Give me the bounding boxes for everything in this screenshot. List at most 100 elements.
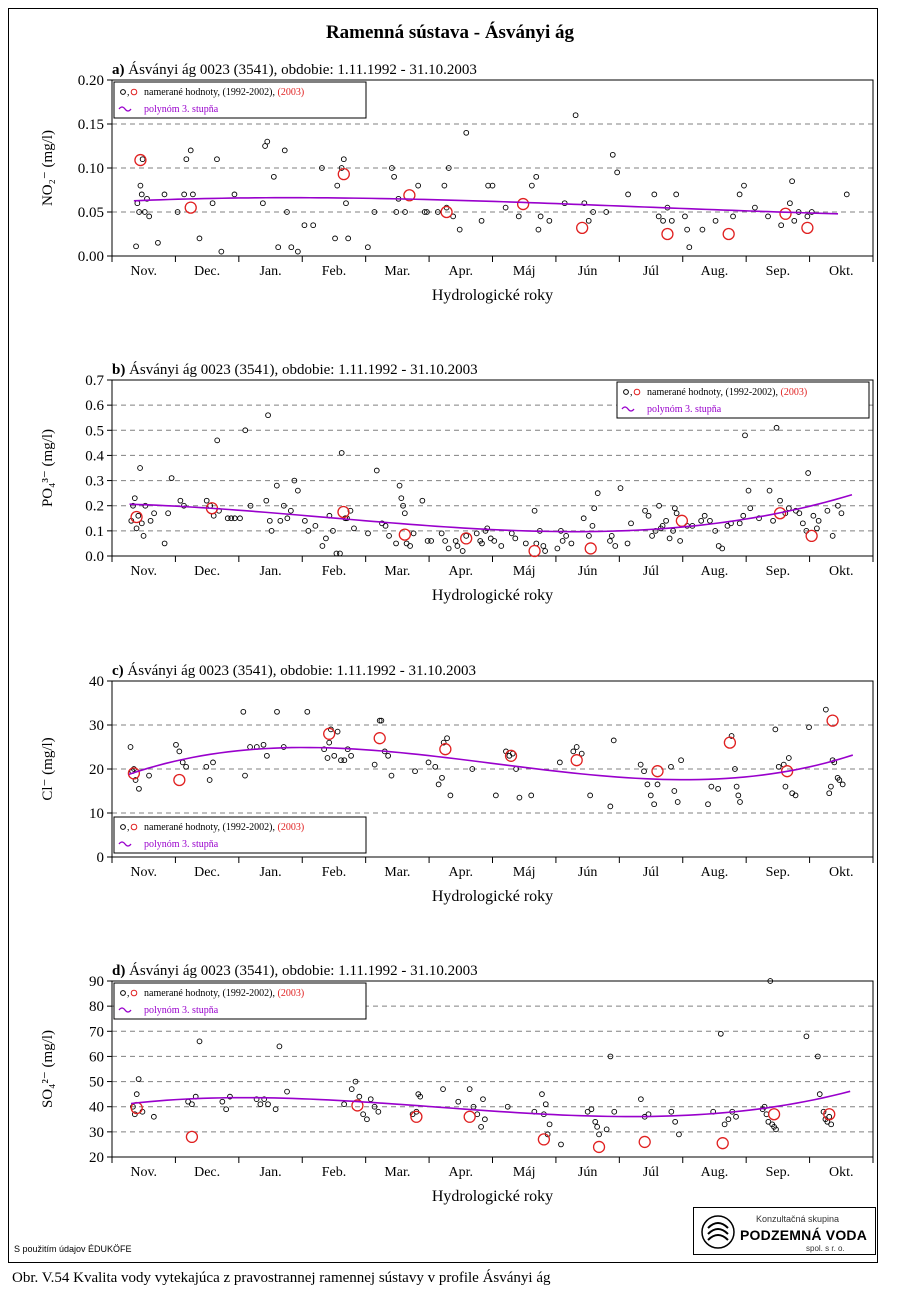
chart-panel-d: d) Ásványi ág 0023 (3541), obdobie: 1.11… bbox=[40, 962, 874, 1205]
data-point-measured bbox=[805, 470, 811, 476]
data-point-2003 bbox=[516, 197, 530, 211]
data-point-measured bbox=[140, 533, 147, 539]
data-point-measured bbox=[829, 533, 836, 539]
data-point-measured bbox=[765, 213, 771, 220]
data-point-measured bbox=[654, 781, 661, 788]
data-point-measured bbox=[434, 209, 441, 215]
polynomial-fit-line bbox=[130, 1090, 851, 1118]
data-point-measured bbox=[263, 497, 270, 504]
data-point-measured bbox=[276, 1043, 283, 1050]
data-point-measured bbox=[391, 173, 397, 180]
data-point-measured bbox=[398, 495, 405, 502]
data-point-measured bbox=[338, 165, 345, 171]
x-tick-label: Nov. bbox=[130, 564, 157, 579]
x-tick-label: Jan. bbox=[259, 264, 281, 279]
data-point-measured bbox=[321, 746, 327, 753]
data-point-measured bbox=[787, 200, 793, 207]
data-point-measured bbox=[371, 1103, 378, 1110]
chart-panel-b: b) Ásványi ág 0023 (3541), obdobie: 1.11… bbox=[40, 361, 874, 604]
data-point-measured bbox=[546, 1121, 553, 1128]
data-point-measured bbox=[260, 200, 266, 207]
legend-measured-label: namerané hodnoty, (1992-2002), (2003) bbox=[144, 822, 304, 833]
x-tick-label: Aug. bbox=[701, 1165, 729, 1180]
data-point-measured bbox=[607, 538, 613, 544]
data-point-measured bbox=[578, 750, 585, 757]
data-point-2003 bbox=[675, 514, 689, 527]
y-tick-label: 0.05 bbox=[78, 205, 104, 221]
data-point-measured bbox=[323, 535, 329, 542]
data-point-measured bbox=[542, 1101, 549, 1108]
x-tick-label: Jún bbox=[578, 264, 597, 279]
x-axis-label: Hydrologické roky bbox=[432, 587, 553, 604]
y-tick-label: 30 bbox=[89, 718, 104, 734]
data-point-measured bbox=[147, 517, 154, 524]
data-point-measured bbox=[594, 1123, 600, 1130]
data-point-measured bbox=[146, 213, 153, 220]
x-tick-label: Okt. bbox=[829, 264, 854, 279]
data-point-2003 bbox=[780, 765, 794, 778]
legend-box bbox=[113, 816, 367, 854]
data-point-measured bbox=[360, 1111, 366, 1118]
legend-2003-marker bbox=[130, 989, 138, 997]
legend-measured-label: namerané hodnoty, (1992-2002), (2003) bbox=[647, 387, 807, 398]
data-point-measured bbox=[319, 543, 326, 549]
data-point-measured bbox=[705, 801, 711, 808]
chart-title-prefix: b) bbox=[112, 362, 129, 378]
data-point-measured bbox=[270, 173, 277, 180]
y-tick-label: 0.6 bbox=[85, 398, 104, 414]
y-tick-label: 10 bbox=[89, 806, 104, 822]
data-point-measured bbox=[326, 739, 333, 746]
data-point-measured bbox=[136, 785, 142, 792]
data-point-measured bbox=[478, 1123, 484, 1130]
data-point-measured bbox=[546, 217, 553, 224]
data-point-measured bbox=[761, 1103, 768, 1110]
data-point-measured bbox=[603, 209, 610, 215]
x-tick-label: Nov. bbox=[130, 865, 157, 880]
data-point-measured bbox=[382, 522, 389, 529]
y-tick-label: 80 bbox=[89, 999, 104, 1015]
data-point-measured bbox=[608, 533, 615, 539]
data-point-measured bbox=[348, 1086, 355, 1092]
data-point-measured bbox=[719, 545, 726, 552]
data-point-2003 bbox=[460, 532, 473, 545]
x-tick-label: Júl bbox=[643, 564, 659, 579]
data-point-2003 bbox=[184, 201, 197, 214]
data-point-measured bbox=[240, 708, 247, 715]
y-tick-label: 0.7 bbox=[85, 373, 104, 389]
x-tick-label: Sep. bbox=[766, 865, 791, 880]
data-point-measured bbox=[132, 777, 139, 783]
y-tick-label: 20 bbox=[89, 762, 104, 778]
data-point-measured bbox=[196, 1038, 203, 1045]
data-point-measured bbox=[612, 543, 619, 549]
x-tick-label: Feb. bbox=[322, 1165, 347, 1180]
data-point-measured bbox=[412, 768, 418, 775]
data-point-measured bbox=[674, 799, 681, 805]
data-point-measured bbox=[782, 783, 789, 790]
data-point-measured bbox=[815, 517, 822, 524]
chart-title-prefix: d) bbox=[112, 963, 129, 979]
chart-title-b: b) Ásványi ág 0023 (3541), obdobie: 1.11… bbox=[112, 361, 478, 378]
data-point-measured bbox=[533, 173, 540, 180]
data-point-measured bbox=[376, 717, 383, 724]
chart-title-a: a) Ásványi ág 0023 (3541), obdobie: 1.11… bbox=[112, 61, 477, 78]
legend-measured-label: namerané hodnoty, (1992-2002), (2003) bbox=[144, 988, 304, 999]
data-point-measured bbox=[835, 502, 841, 509]
data-point-measured bbox=[717, 1030, 724, 1037]
data-point-measured bbox=[137, 182, 144, 189]
data-point-measured bbox=[242, 772, 248, 779]
data-point-measured bbox=[138, 191, 145, 198]
x-tick-label: Nov. bbox=[130, 1165, 157, 1180]
data-point-measured bbox=[364, 1116, 370, 1123]
data-point-measured bbox=[428, 538, 434, 544]
x-tick-label: Jún bbox=[578, 564, 597, 579]
x-tick-label: Júl bbox=[643, 1165, 659, 1180]
data-point-measured bbox=[676, 1131, 682, 1138]
chart-legend: , namerané hodnoty, (1992-2002), (2003) po… bbox=[113, 81, 367, 119]
page-frame bbox=[8, 8, 878, 1263]
data-point-measured bbox=[331, 752, 338, 759]
legend-box bbox=[113, 81, 367, 119]
data-point-measured bbox=[572, 112, 579, 119]
data-point-measured bbox=[684, 226, 690, 233]
data-point-2003 bbox=[463, 1110, 476, 1123]
x-tick-label: Apr. bbox=[449, 264, 474, 279]
